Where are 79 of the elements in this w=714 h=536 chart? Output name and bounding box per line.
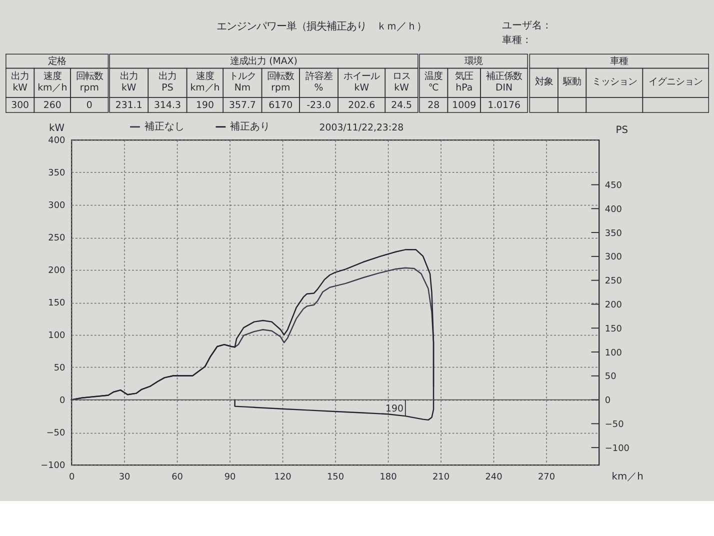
category-label: 駆動 [562, 76, 582, 88]
legend-label: 補正あり [230, 120, 270, 133]
text: 定格 [48, 56, 66, 67]
y-axis-title: kW [48, 122, 65, 134]
category-label: 出力 kW [11, 71, 30, 94]
y2-tick-label: 100 [604, 348, 622, 358]
data-label: 0 [86, 100, 92, 111]
x-tick-label: 180 [380, 472, 398, 482]
data-label: 300 [11, 100, 30, 111]
y-tick-label: 100 [48, 331, 66, 342]
data-label: 1009 [452, 100, 476, 111]
y-tick-label: −50 [46, 428, 66, 439]
x-axis-title: km／h [612, 471, 644, 482]
y-tick-label: 50 [54, 364, 66, 374]
data-label: 1.0176 [488, 100, 521, 111]
y-tick-label: 200 [48, 266, 66, 276]
data-label: -23.0 [306, 100, 331, 111]
y2-tick-label: 200 [604, 300, 622, 311]
data-label: 314.3 [154, 100, 181, 111]
text: エンジンパワー単（損失補正あり ｋｍ／ｈ） [216, 20, 426, 33]
text: 環境 [464, 56, 483, 67]
y2-tick-label: 450 [604, 181, 622, 192]
data-label: 28 [428, 100, 440, 111]
y-tick-label: 0 [60, 396, 66, 406]
y-tick-label: 150 [48, 298, 66, 309]
y2-tick-label: 50 [604, 372, 617, 382]
x-tick-label: 240 [485, 472, 503, 482]
y-tick-label: −100 [40, 461, 66, 472]
category-label: 回転数 rpm [76, 71, 103, 94]
data-label: 202.6 [348, 100, 376, 111]
y-tick-label: 350 [48, 168, 66, 179]
y2-tick-label: 400 [604, 204, 622, 215]
y2-tick-label: 300 [604, 252, 622, 263]
category-label: 速度 km／h [190, 71, 220, 94]
category-label: 出力 kW [120, 71, 138, 94]
category-label: 回転数 rpm [267, 71, 294, 94]
x-tick-label: 150 [327, 472, 344, 482]
category-label: ミッション [592, 76, 637, 88]
x-tick-label: 60 [172, 472, 184, 482]
category-label: 速度 km／h [38, 71, 68, 94]
legend-label: 補正なし [144, 120, 184, 133]
category-label: ホイール kW [344, 71, 380, 94]
y-tick-label: 300 [48, 201, 66, 212]
y2-axis-title: PS [616, 124, 628, 136]
category-label: ロス kW [392, 71, 411, 94]
x-tick-label: 30 [118, 472, 131, 482]
y-tick-label: 250 [48, 234, 66, 244]
y2-tick-label: 0 [604, 396, 611, 406]
text: 車種 : [502, 34, 529, 46]
category-label: 気圧 hPa [455, 71, 474, 94]
data-label: 260 [43, 100, 62, 111]
y2-tick-label: 250 [604, 276, 622, 287]
category-label: 対象 [534, 76, 553, 88]
y2-tick-label: −50 [604, 420, 624, 430]
x-tick-label: 90 [224, 472, 236, 482]
category-label: 出力 PS [158, 71, 176, 94]
data-label: 6170 [268, 100, 293, 111]
x-tick-label: 270 [538, 472, 556, 482]
text: 達成出力 (MAX) [230, 56, 298, 67]
x-tick-label: 0 [68, 472, 75, 482]
category-label: 許容差 % [305, 71, 332, 94]
y2-tick-label: −100 [604, 444, 630, 454]
annotation: 190 [386, 403, 404, 414]
text: 2003/11/22,23:28 [319, 122, 404, 134]
data-label: 231.1 [115, 100, 142, 111]
data-label: 357.7 [228, 100, 256, 111]
data-label: 190 [196, 100, 214, 111]
y2-tick-label: 350 [604, 228, 622, 239]
text: 車種 [610, 56, 628, 67]
text: ユーザ名 : [502, 20, 549, 32]
y-tick-label: 400 [48, 136, 66, 146]
data-label: 24.5 [391, 100, 412, 111]
category-label: イグニション [648, 76, 703, 88]
x-tick-label: 210 [432, 472, 450, 482]
category-label: 補正係数 DIN [486, 71, 522, 94]
category-label: 温度 ℃ [424, 71, 443, 94]
y2-tick-label: 150 [604, 324, 622, 334]
x-tick-label: 120 [274, 472, 292, 482]
category-label: トルク Nm [228, 71, 256, 94]
